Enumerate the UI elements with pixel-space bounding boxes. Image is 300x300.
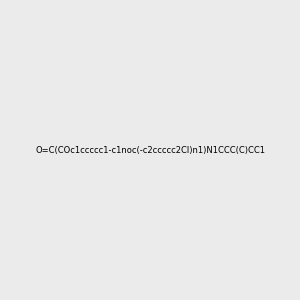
Text: O=C(COc1ccccc1-c1noc(-c2ccccc2Cl)n1)N1CCC(C)CC1: O=C(COc1ccccc1-c1noc(-c2ccccc2Cl)n1)N1CC… (35, 146, 265, 154)
